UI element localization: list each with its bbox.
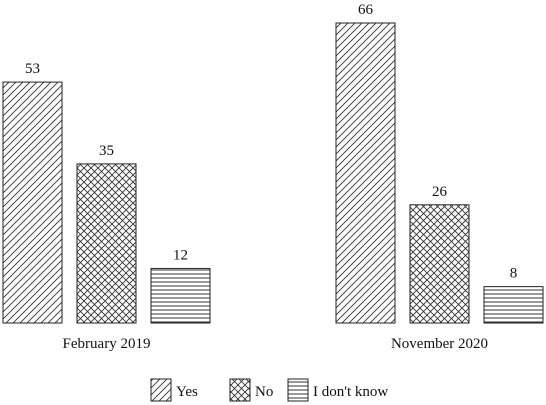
legend-item-i-don-t-know: I don't know [287,378,388,402]
legend-swatch-yes [150,378,172,402]
category-label-february-2019: February 2019 [63,336,151,352]
value-label-november-2020-i-don-t-know: 8 [510,266,518,282]
bar-february-2019-i-don-t-know [150,267,211,324]
value-label-february-2019-yes: 53 [25,61,40,77]
bar-november-2020-no [409,204,470,324]
value-labels-group: 53 35 12 66 26 8 [25,2,517,282]
category-labels-group: February 2019 November 2020 [63,336,488,352]
bar-february-2019-yes [2,81,63,324]
legend-label-i-don-t-know: I don't know [313,384,388,400]
value-label-november-2020-yes: 66 [358,2,374,18]
legend-swatch-no [229,378,251,402]
category-label-november-2020: November 2020 [391,336,488,352]
legend-swatch-i-don-t-know [287,378,309,402]
value-label-february-2019-no: 35 [99,143,114,159]
bar-november-2020-yes [335,22,396,324]
bar-november-2020-i-don-t-know [483,286,544,324]
bars-group [2,22,544,324]
value-label-november-2020-no: 26 [432,184,448,200]
legend-item-no: No [229,378,273,402]
legend-label-yes: Yes [176,384,198,400]
bar-february-2019-no [76,163,137,324]
legend: Yes No I don't know [150,378,388,402]
legend-label-no: No [255,384,273,400]
value-label-february-2019-i-don-t-know: 12 [173,247,188,263]
legend-item-yes: Yes [150,378,198,402]
